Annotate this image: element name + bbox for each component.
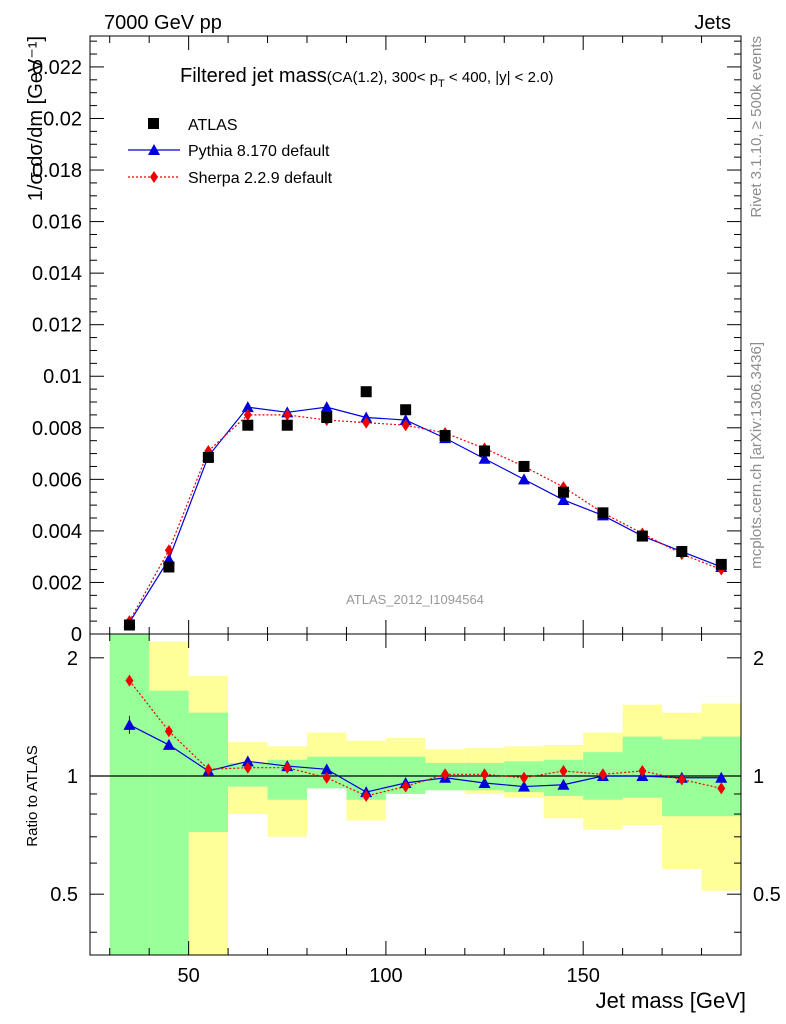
y-tick-label: 0.004 [32,521,82,543]
rivet-label: Rivet 3.1.10, ≥ 500k events [748,36,765,218]
y-tick-label: 0.008 [32,418,82,440]
atlas-marker [281,419,293,431]
atlas-marker [715,558,727,570]
sherpa-marker [243,408,252,421]
atlas-marker [518,460,530,472]
pythia-marker [557,493,570,505]
atlas-marker [479,445,491,457]
atlas-marker [360,386,372,398]
legend-entry: ATLAS [188,117,238,134]
y-tick-label: 0 [71,624,82,646]
atlas-marker [557,486,569,498]
x-axis-label: Jet mass [GeV] [596,988,746,1013]
sherpa-marker [677,773,686,786]
ratio-y-axis-label: Ratio to ATLAS [24,745,41,846]
pythia-marker [715,771,728,783]
pythia-marker [518,473,530,485]
y-tick-label: 0.006 [32,469,82,491]
y-tick-label: 0.02 [43,108,82,130]
y-tick-label: 0.012 [32,315,82,337]
sherpa-marker [283,408,292,421]
x-tick-label: 150 [566,965,599,987]
atlas-marker [123,619,135,631]
legend-atlas-marker [148,118,159,129]
sherpa-marker [164,725,173,738]
sherpa-marker [717,782,726,795]
y-tick-label: 0.018 [32,160,82,182]
ratio-y-tick-label: 1 [67,766,78,788]
y-tick-label: 0.01 [43,366,82,388]
sherpa-marker [441,768,450,781]
pythia-marker [478,776,491,788]
sherpa-marker [480,768,489,781]
sherpa-marker [401,419,410,432]
sherpa-marker [150,171,158,183]
pythia-marker [241,755,254,767]
atlas-marker [242,419,254,431]
legend-entry: Sherpa 2.2.9 default [188,170,333,187]
atlas-marker [597,507,609,519]
sherpa-marker [362,416,371,429]
y-tick-label: 0.014 [32,263,82,285]
watermark: ATLAS_2012_I1094564 [346,592,484,607]
x-tick-label: 100 [369,965,402,987]
atlas-marker [676,546,688,558]
ratio-frame [89,633,742,956]
pythia-marker [518,780,530,792]
pythia-marker [557,778,570,790]
sherpa-marker [638,764,647,777]
sherpa-marker [243,761,252,774]
sherpa-marker [125,674,134,687]
ratio-band-inner [109,634,150,955]
y-tick-label: 0.016 [32,212,82,234]
atlas-marker [163,561,175,573]
header-left: 7000 GeV pp [104,12,222,34]
sherpa-marker [362,789,371,802]
sherpa-marker [204,763,213,776]
atlas-marker [400,404,412,416]
ratio-y-tick-label: 0.5 [753,884,781,906]
pythia-marker [478,452,491,464]
main-plot-area [90,36,741,634]
main-title: Filtered jet mass(CA(1.2), 300< pT < 400… [180,65,553,90]
pythia-marker [123,718,136,730]
y-axis-label: 1/σ dσ/dm [GeV⁻¹] [25,36,47,201]
atlas-marker [202,451,214,463]
y-tick-label: 0.022 [32,57,82,79]
ratio-y-tick-label: 1 [753,766,764,788]
x-tick-label: 50 [178,965,200,987]
ratio-pythia-line [129,724,722,793]
ratio-y-tick-label: 0.5 [50,884,78,906]
ratio-band-inner [228,762,268,787]
pythia-marker [148,144,160,155]
header-right: Jets [694,12,731,34]
atlas-marker [636,530,648,542]
ratio-y-tick-label: 2 [67,648,78,670]
legend: ATLAS Pythia 8.170 default Sherpa 2.2.9 de… [128,117,333,187]
sherpa-marker [520,771,528,784]
pythia-marker [162,738,175,750]
mcplots-label: mcplots.cern.ch [arXiv:1306.3436] [748,342,765,569]
sherpa-marker [164,544,173,557]
pythia-marker [241,401,254,413]
atlas-marker [321,411,333,423]
legend-entry: Pythia 8.170 default [188,143,330,160]
sherpa-marker [559,764,568,777]
y-tick-label: 0.002 [32,572,82,594]
sherpa-marker [322,771,331,784]
pythia-marker [320,401,333,413]
sherpa-marker [401,780,410,793]
sherpa-marker [283,761,292,774]
pythia-marker [320,763,333,775]
ratio-y-tick-label: 2 [753,648,764,670]
atlas-marker [439,430,451,442]
pythia-line [128,406,722,623]
sherpa-marker [598,768,607,781]
